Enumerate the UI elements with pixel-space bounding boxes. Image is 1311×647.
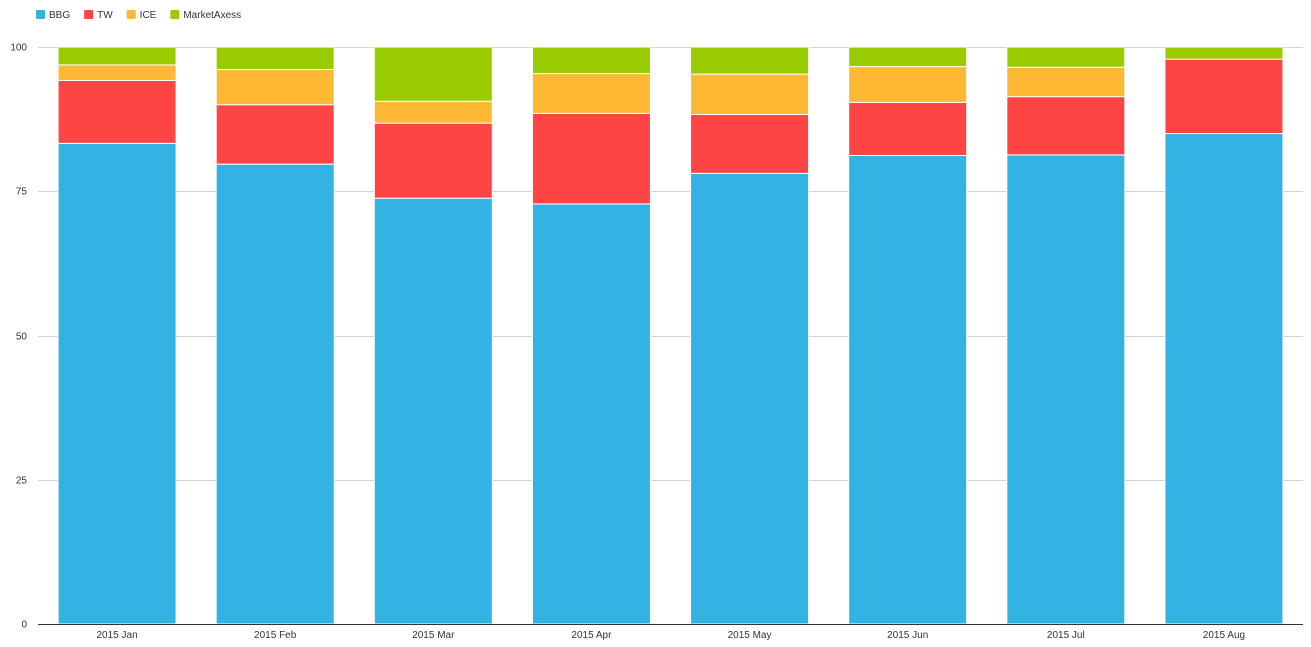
x-tick-label-2015-jul: 2015 Jul — [1047, 630, 1085, 641]
bar-marketaxess-2015-feb[interactable] — [215, 46, 335, 71]
bar-group-2015-may[interactable] — [690, 46, 810, 625]
bar-bbg-2015-aug[interactable] — [1164, 133, 1284, 625]
legend-swatch-marketaxess — [170, 10, 180, 19]
bar-tw-2015-apr[interactable] — [531, 112, 651, 205]
y-tick-label-50: 50 — [16, 332, 28, 343]
x-tick-label-2015-apr: 2015 Apr — [571, 630, 612, 641]
bar-bbg-2015-jul[interactable] — [1006, 154, 1126, 625]
legend-item-tw[interactable]: TW — [84, 10, 113, 21]
bar-tw-2015-aug[interactable] — [1164, 58, 1284, 135]
bar-bbg-2015-apr[interactable] — [531, 203, 651, 625]
bar-group-2015-aug[interactable] — [1164, 46, 1284, 625]
bar-marketaxess-2015-jun[interactable] — [848, 46, 968, 68]
legend-label-tw: TW — [97, 10, 113, 21]
y-tick-label-25: 25 — [16, 476, 28, 487]
x-tick-label-2015-mar: 2015 Mar — [412, 630, 455, 641]
legend-label-bbg: BBG — [49, 10, 70, 21]
legend-item-marketaxess[interactable]: MarketAxess — [170, 10, 241, 21]
bar-marketaxess-2015-jul[interactable] — [1006, 46, 1126, 68]
bar-ice-2015-jan[interactable] — [57, 64, 177, 81]
bar-tw-2015-jul[interactable] — [1006, 96, 1126, 156]
bar-group-2015-jan[interactable] — [57, 46, 177, 625]
bar-ice-2015-jul[interactable] — [1006, 66, 1126, 98]
x-tick-label-2015-jan: 2015 Jan — [96, 630, 137, 641]
bar-tw-2015-jan[interactable] — [57, 79, 177, 144]
legend-swatch-ice — [126, 10, 136, 19]
y-axis: 0 25 50 75 100 — [10, 43, 27, 631]
bar-tw-2015-jun[interactable] — [848, 101, 968, 156]
bar-tw-2015-mar[interactable] — [373, 122, 493, 199]
x-tick-label-2015-may: 2015 May — [728, 630, 772, 641]
bar-ice-2015-apr[interactable] — [531, 73, 651, 114]
bar-tw-2015-may[interactable] — [690, 114, 810, 174]
bar-ice-2015-may[interactable] — [690, 73, 810, 116]
bar-tw-2015-feb[interactable] — [215, 104, 335, 165]
bar-marketaxess-2015-mar[interactable] — [373, 46, 493, 102]
bar-group-2015-jul[interactable] — [1006, 46, 1126, 625]
legend: BBG TW ICE MarketAxess — [36, 10, 241, 21]
bar-ice-2015-jun[interactable] — [848, 66, 968, 103]
x-axis: 2015 Jan 2015 Feb 2015 Mar 2015 Apr 2015 May… — [38, 624, 1303, 641]
bars — [57, 46, 1284, 625]
legend-item-ice[interactable]: ICE — [126, 10, 157, 21]
y-tick-label-0: 0 — [21, 620, 27, 631]
bar-bbg-2015-mar[interactable] — [373, 197, 493, 625]
y-tick-label-75: 75 — [16, 187, 28, 198]
legend-label-marketaxess: MarketAxess — [183, 10, 241, 21]
bar-marketaxess-2015-apr[interactable] — [531, 46, 651, 75]
bar-ice-2015-mar[interactable] — [373, 100, 493, 124]
x-tick-label-2015-jun: 2015 Jun — [887, 630, 928, 641]
bar-bbg-2015-jan[interactable] — [57, 142, 177, 625]
bar-bbg-2015-feb[interactable] — [215, 163, 335, 625]
legend-swatch-bbg — [36, 10, 45, 19]
bar-group-2015-apr[interactable] — [531, 46, 651, 625]
legend-swatch-tw — [84, 10, 94, 19]
bar-ice-2015-feb[interactable] — [215, 69, 335, 106]
bar-marketaxess-2015-jan[interactable] — [57, 46, 177, 66]
legend-item-bbg[interactable]: BBG — [36, 10, 70, 21]
legend-label-ice: ICE — [140, 10, 157, 21]
bar-bbg-2015-jun[interactable] — [848, 154, 968, 625]
x-tick-label-2015-feb: 2015 Feb — [254, 630, 297, 641]
bar-group-2015-mar[interactable] — [373, 46, 493, 625]
bar-bbg-2015-may[interactable] — [690, 172, 810, 625]
x-tick-label-2015-aug: 2015 Aug — [1203, 630, 1245, 641]
bar-marketaxess-2015-may[interactable] — [690, 46, 810, 75]
y-tick-label-100: 100 — [10, 43, 27, 54]
bar-group-2015-jun[interactable] — [848, 46, 968, 625]
bar-marketaxess-2015-aug[interactable] — [1164, 46, 1284, 60]
bar-group-2015-feb[interactable] — [215, 46, 335, 625]
